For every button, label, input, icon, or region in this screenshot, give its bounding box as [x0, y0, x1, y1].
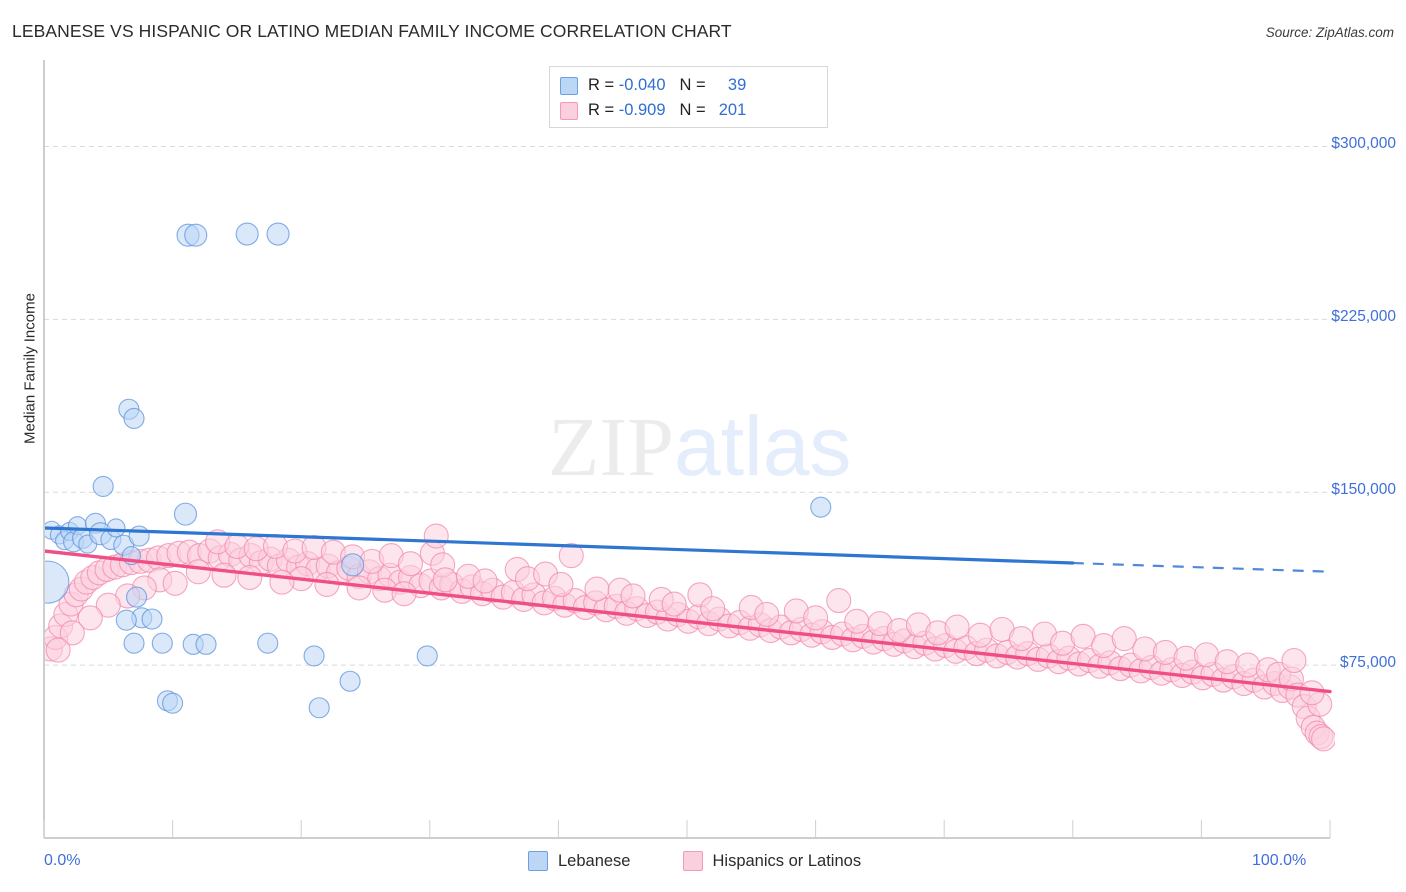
data-point: [700, 596, 726, 622]
r-label-lebanese: R =: [588, 76, 619, 94]
y-axis-tick-label: $300,000: [1331, 135, 1396, 153]
data-point: [1299, 680, 1325, 706]
stats-text-hispanic: R = -0.909 N = 201: [588, 101, 746, 120]
data-point: [391, 581, 417, 607]
y-axis-tick-label: $150,000: [1331, 481, 1396, 499]
legend-color-hispanic: [682, 851, 703, 871]
data-point: [558, 543, 584, 569]
data-point: [211, 562, 237, 588]
data-point: [195, 633, 217, 655]
legend-swatch-lebanese: [560, 76, 578, 95]
y-axis-tick-label: $75,000: [1339, 654, 1396, 672]
series-points-lebanese: [45, 222, 832, 719]
n-label-hispanic: N =: [679, 101, 711, 119]
data-point: [266, 222, 290, 246]
y-axis-tick-label: $225,000: [1331, 308, 1396, 326]
x-axis-tick-label-min: 0.0%: [44, 852, 81, 869]
data-point: [106, 518, 126, 538]
data-point: [95, 592, 121, 618]
data-point: [303, 645, 325, 667]
data-point: [237, 564, 263, 591]
r-value-lebanese: -0.040: [618, 76, 666, 94]
data-point: [184, 223, 208, 247]
data-point: [173, 502, 198, 526]
data-point: [1214, 649, 1240, 675]
n-value-lebanese: 39: [727, 76, 747, 94]
source-attribution: Source: ZipAtlas.com: [1265, 25, 1394, 40]
n-value-hispanic: 201: [718, 101, 747, 119]
data-point: [1008, 626, 1034, 652]
data-point: [803, 605, 829, 631]
data-point: [620, 583, 646, 609]
data-point: [423, 523, 449, 549]
data-point: [162, 692, 184, 714]
data-point: [397, 551, 424, 577]
data-point: [1111, 626, 1137, 652]
data-point: [1311, 726, 1335, 752]
data-point: [162, 570, 188, 596]
data-point: [1235, 652, 1261, 678]
data-point: [126, 586, 148, 608]
trendline-hispanic: [45, 549, 1332, 694]
data-point: [967, 622, 993, 648]
legend-item-hispanic[interactable]: Hispanics or Latinos: [682, 851, 904, 871]
data-point: [339, 670, 361, 692]
trendline-lebanese-extrapolated: [1072, 561, 1331, 573]
data-point: [1070, 623, 1096, 649]
legend-label-hispanic: Hispanics or Latinos: [712, 851, 862, 870]
data-layer: [45, 222, 1335, 752]
data-point: [123, 632, 145, 654]
r-value-hispanic: -0.909: [618, 101, 666, 119]
stats-row-hispanic: R = -0.909 N = 201: [560, 98, 817, 123]
data-point: [584, 576, 610, 602]
data-point: [77, 605, 103, 631]
data-point: [1281, 647, 1307, 674]
data-point: [45, 637, 71, 663]
data-point: [128, 525, 150, 547]
series-legend: Lebanese Hispanics or Latinos: [528, 851, 903, 871]
page-title: LEBANESE VS HISPANIC OR LATINO MEDIAN FA…: [12, 21, 732, 41]
n-label-lebanese: N =: [679, 76, 711, 94]
data-point: [810, 496, 832, 518]
data-point: [151, 632, 173, 654]
legend-swatch-hispanic: [560, 101, 578, 120]
x-axis-tick-label-max: 100.0%: [1252, 852, 1307, 869]
data-point: [844, 608, 870, 634]
series-points-hispanics-or-latinos: [45, 523, 1335, 752]
data-point: [59, 620, 85, 646]
trendline-lebanese: [45, 526, 1075, 565]
data-point: [944, 614, 970, 640]
data-point: [754, 601, 780, 627]
data-point: [661, 591, 687, 617]
data-point: [115, 609, 137, 631]
legend-label-lebanese: Lebanese: [558, 851, 631, 870]
data-point: [235, 222, 259, 246]
data-point: [269, 569, 295, 595]
data-point: [341, 553, 365, 577]
legend-color-lebanese: [528, 851, 548, 871]
stats-row-lebanese: R = -0.040 N = 39: [560, 73, 817, 98]
data-point: [185, 559, 211, 585]
data-point: [472, 568, 498, 594]
data-point: [416, 645, 438, 667]
data-point: [308, 697, 330, 719]
data-point: [548, 571, 574, 597]
stats-text-lebanese: R = -0.040 N = 39: [588, 76, 746, 95]
legend-item-lebanese[interactable]: Lebanese: [528, 851, 673, 871]
r-label-hispanic: R =: [588, 101, 619, 119]
data-point: [826, 588, 852, 614]
data-point: [1173, 645, 1199, 671]
data-point: [432, 567, 458, 593]
data-point: [92, 475, 114, 498]
correlation-stats-legend: R = -0.040 N = 39 R = -0.909 N = 201: [549, 66, 828, 128]
data-point: [257, 632, 279, 654]
data-point: [123, 407, 145, 430]
data-point: [141, 608, 163, 630]
data-point: [45, 560, 70, 604]
y-axis-title: Median Family Income: [21, 293, 39, 444]
data-point: [1132, 636, 1158, 662]
